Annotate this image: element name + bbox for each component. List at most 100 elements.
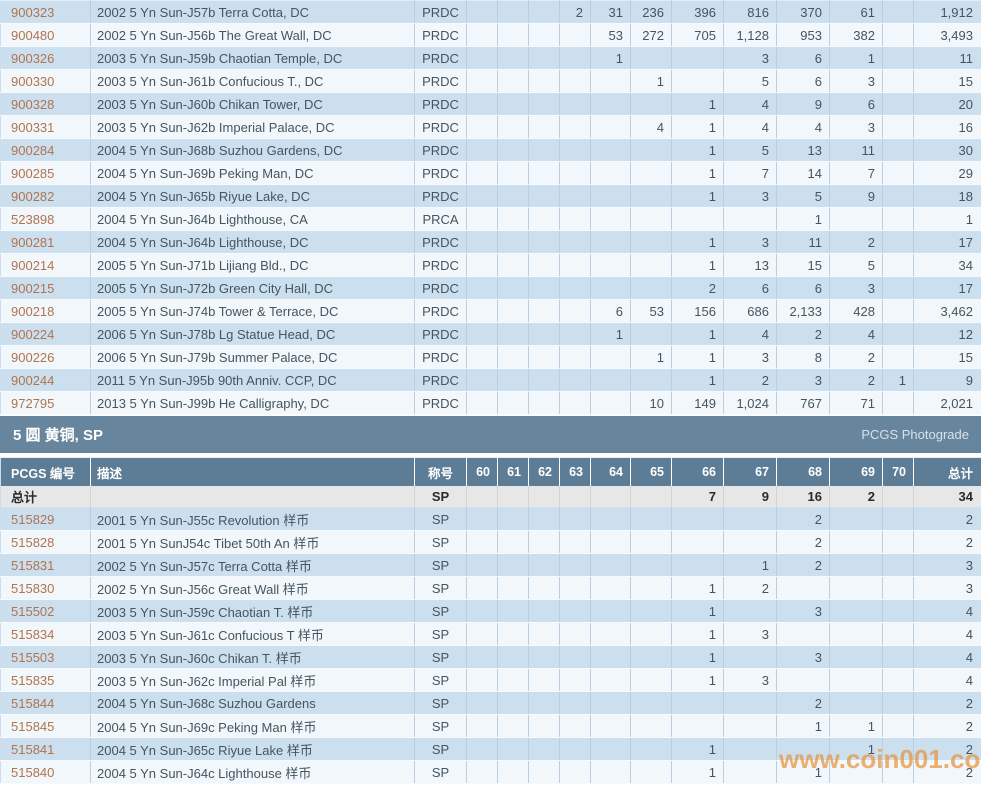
description-cell: 2006 5 Yn Sun-J79b Summer Palace, DC	[90, 345, 415, 369]
total-cell: 4	[913, 645, 981, 669]
coin-number-link[interactable]: 515841	[11, 741, 55, 757]
grade-68-cell: 3	[776, 645, 830, 669]
header-grade-61: 61	[497, 457, 529, 486]
grade-68-cell: 2	[776, 691, 830, 715]
coin-number-link[interactable]: 515845	[11, 718, 55, 734]
header-grade-65: 65	[630, 457, 672, 486]
grade-64-cell	[590, 599, 631, 623]
coin-number-link[interactable]: 515835	[11, 672, 55, 688]
grade-63-cell	[559, 92, 591, 116]
coin-number-link[interactable]: 900328	[11, 96, 55, 112]
coin-number-link[interactable]: 515844	[11, 695, 55, 711]
grade-63-cell	[559, 161, 591, 185]
grade-67-cell: 1,024	[723, 391, 777, 415]
coin-number-link[interactable]: 900331	[11, 119, 55, 135]
grade-63-cell	[559, 207, 591, 231]
grade-62-cell	[528, 92, 560, 116]
coin-number-link[interactable]: 900285	[11, 165, 55, 181]
coin-number-link[interactable]: 900226	[11, 349, 55, 365]
grade-65-cell	[630, 622, 672, 646]
coin-number-cell: 515502	[0, 599, 91, 623]
grade-70-cell	[882, 576, 914, 600]
grade-63-cell	[559, 622, 591, 646]
coin-number-cell: 515834	[0, 622, 91, 646]
designation-cell: PRDC	[414, 253, 467, 277]
grade-62-cell	[528, 760, 560, 784]
designation-cell: PRDC	[414, 184, 467, 208]
coin-number-link[interactable]: 515502	[11, 603, 55, 619]
designation-cell: PRDC	[414, 115, 467, 139]
header-grade-69: 69	[829, 457, 883, 486]
table-row: 900244 2011 5 Yn Sun-J95b 90th Anniv. CCP…	[0, 368, 981, 392]
grade-60-cell	[466, 622, 498, 646]
grade-69-cell	[829, 553, 883, 577]
grade-67-cell: 4	[723, 322, 777, 346]
description-cell: 2001 5 Yn Sun-J55c Revolution 样币	[90, 507, 415, 531]
grade-63-cell	[559, 391, 591, 415]
grade-63-cell	[559, 230, 591, 254]
coin-number-link[interactable]: 515828	[11, 534, 55, 550]
table-row: 900480 2002 5 Yn Sun-J56b The Great Wall,…	[0, 23, 981, 47]
coin-number-link[interactable]: 523898	[11, 211, 55, 227]
grade-64-cell	[590, 184, 631, 208]
description-cell: 2004 5 Yn Sun-J64b Lighthouse, DC	[90, 230, 415, 254]
designation-cell: PRCA	[414, 207, 467, 231]
grade-67-cell: 3	[723, 668, 777, 692]
coin-number-link[interactable]: 900281	[11, 234, 55, 250]
total-cell: 34	[913, 253, 981, 277]
grade-60-cell	[466, 23, 498, 47]
coin-number-link[interactable]: 515829	[11, 511, 55, 527]
grade-66-cell: 156	[671, 299, 724, 323]
grade-69-cell: 9	[829, 184, 883, 208]
coin-number-link[interactable]: 900214	[11, 257, 55, 273]
grade-68-cell: 11	[776, 230, 830, 254]
grade-64-cell	[590, 230, 631, 254]
coin-number-link[interactable]: 900323	[11, 4, 55, 20]
coin-number-link[interactable]: 900330	[11, 73, 55, 89]
grade-69-cell: 3	[829, 115, 883, 139]
grade-69-cell: 5	[829, 253, 883, 277]
grade-70-cell	[882, 714, 914, 738]
coin-number-link[interactable]: 900224	[11, 326, 55, 342]
coin-number-link[interactable]: 900326	[11, 50, 55, 66]
grade-69-cell	[829, 691, 883, 715]
total-cell: 2	[913, 691, 981, 715]
coin-number-link[interactable]: 515831	[11, 557, 55, 573]
coin-number-link[interactable]: 900282	[11, 188, 55, 204]
designation-cell: SP	[414, 576, 467, 600]
grade-63-cell	[559, 345, 591, 369]
coin-number-link[interactable]: 900218	[11, 303, 55, 319]
grade-61-cell	[497, 230, 529, 254]
coin-number-link[interactable]: 900215	[11, 280, 55, 296]
coin-number-link[interactable]: 515503	[11, 649, 55, 665]
table-row: 900331 2003 5 Yn Sun-J62b Imperial Palace…	[0, 115, 981, 139]
grade-68-cell: 370	[776, 0, 830, 24]
grade-64-cell	[590, 576, 631, 600]
coin-number-link[interactable]: 972795	[11, 395, 55, 411]
grade-69-cell: 2	[829, 486, 883, 508]
grade-64-cell: 1	[590, 46, 631, 70]
coin-number-link[interactable]: 515834	[11, 626, 55, 642]
grade-69-cell: 428	[829, 299, 883, 323]
coin-number-link[interactable]: 900480	[11, 27, 55, 43]
grade-68-cell: 5	[776, 184, 830, 208]
grade-69-cell: 3	[829, 276, 883, 300]
grade-68-cell: 953	[776, 23, 830, 47]
coin-number-link[interactable]: 515830	[11, 580, 55, 596]
designation-cell: PRDC	[414, 161, 467, 185]
grade-64-cell	[590, 138, 631, 162]
grade-68-cell: 2	[776, 507, 830, 531]
grade-65-cell	[630, 230, 672, 254]
coin-number-link[interactable]: 900284	[11, 142, 55, 158]
grade-69-cell: 3	[829, 69, 883, 93]
grade-66-cell: 1	[671, 760, 724, 784]
grade-60-cell	[466, 530, 498, 554]
coin-number-link[interactable]: 900244	[11, 372, 55, 388]
grade-60-cell	[466, 668, 498, 692]
grade-61-cell	[497, 23, 529, 47]
pcgs-photograde-link[interactable]: PCGS Photograde	[861, 427, 969, 442]
table-row: 900224 2006 5 Yn Sun-J78b Lg Statue Head,…	[0, 322, 981, 346]
coin-number-link[interactable]: 515840	[11, 764, 55, 780]
grade-70-cell	[882, 737, 914, 761]
header-description: 描述	[90, 457, 415, 486]
